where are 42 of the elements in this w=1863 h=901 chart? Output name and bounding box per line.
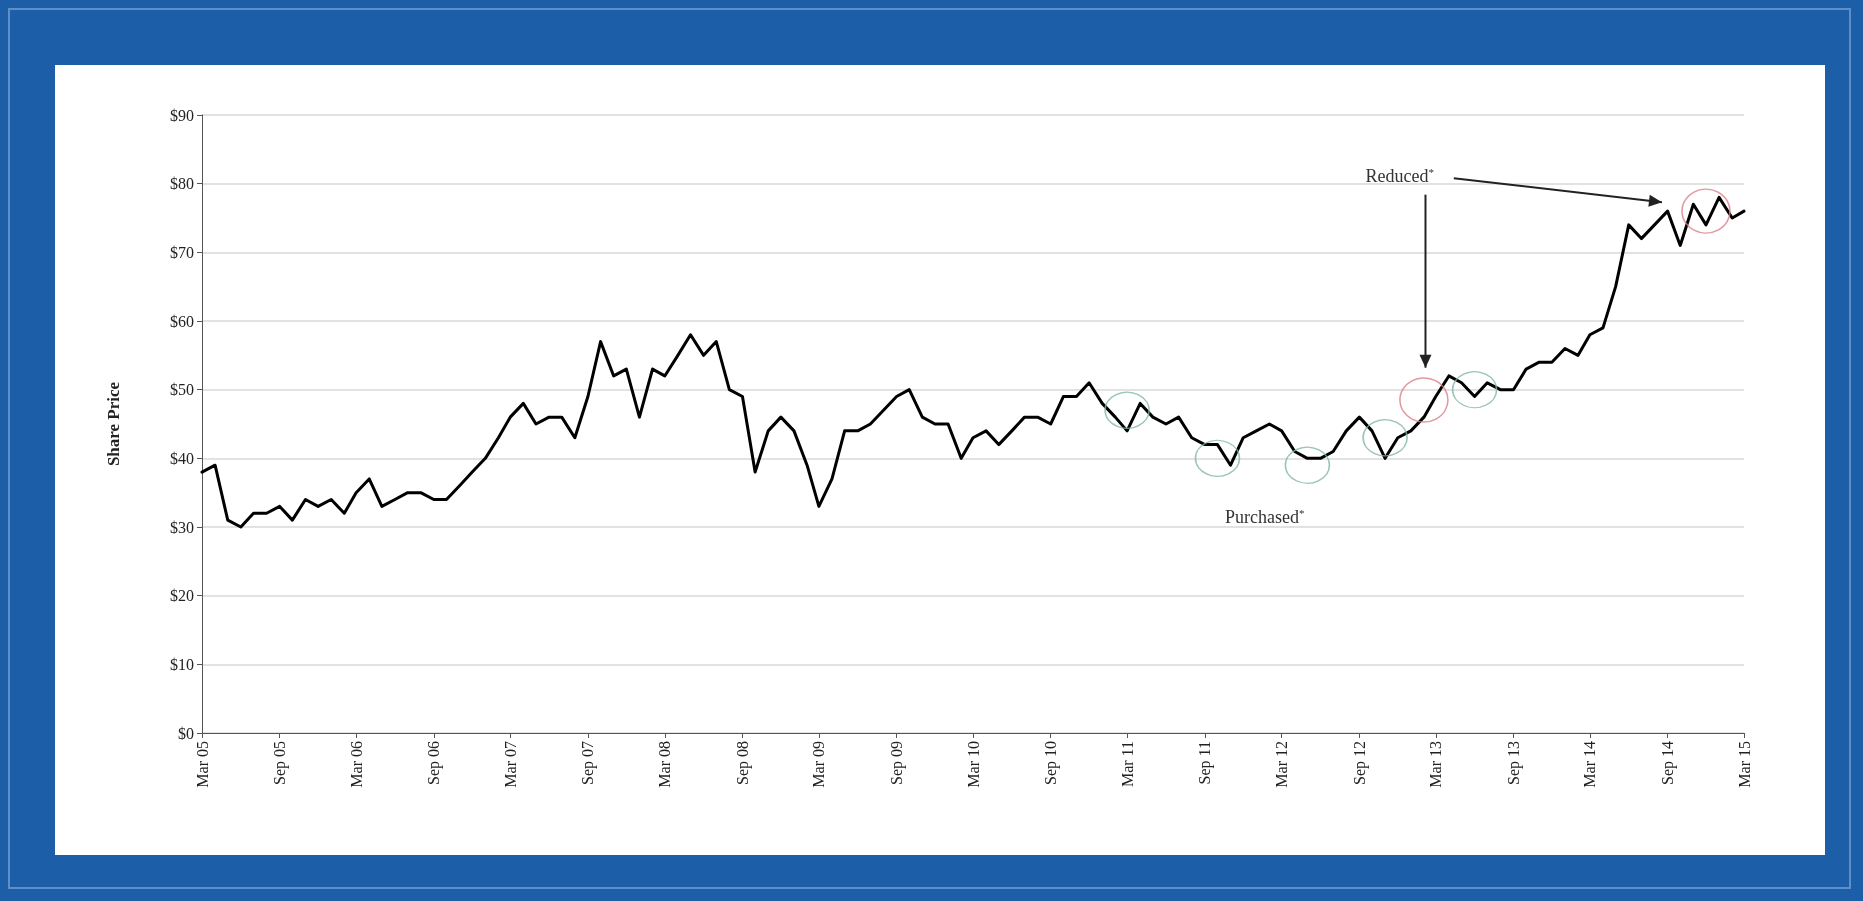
x-tick-label: Sep 06: [425, 741, 444, 785]
x-tick-label: Sep 13: [1504, 741, 1523, 785]
y-tick-label: $80: [170, 175, 194, 193]
x-tick-label: Sep 10: [1042, 741, 1061, 785]
y-tick-label: $30: [170, 518, 194, 536]
x-tick-label: Mar 08: [656, 741, 674, 788]
annotation: Reduced$^{*}$: [1365, 165, 1435, 186]
y-tick-label: $0: [178, 724, 194, 742]
x-tick-label: Mar 06: [347, 741, 365, 788]
annotation: Purchased$^{*}$: [1225, 506, 1305, 527]
x-tick-label: Mar 14: [1581, 741, 1599, 788]
point: [1284, 446, 1331, 484]
x-tick-label: Sep 05: [271, 741, 290, 785]
y-axis-title: Share Price: [104, 381, 123, 467]
y-tick-label: $50: [170, 381, 194, 399]
point: [1362, 418, 1408, 457]
x-tick-label: Mar 11: [1118, 741, 1136, 788]
x-tick-label: Mar 10: [964, 741, 982, 788]
y-tick-label: $40: [170, 449, 194, 467]
y-tick-label: $90: [170, 106, 194, 124]
x-tick-label: Mar 13: [1427, 741, 1445, 788]
y-tick-label: $10: [170, 655, 194, 673]
point: [1399, 377, 1449, 423]
point: [1681, 188, 1731, 234]
x-tick-label: Sep 07: [579, 741, 598, 785]
x-tick-label: Mar 05: [193, 741, 211, 788]
x-tick-label: Sep 12: [1350, 741, 1369, 785]
x-tick-label: Mar 09: [810, 741, 828, 788]
x-tick-label: Sep 08: [733, 741, 752, 785]
x-tick-label: Sep 09: [888, 741, 907, 785]
y-tick-label: $70: [170, 243, 194, 261]
y-tick-label: $20: [170, 587, 194, 605]
point: [1104, 391, 1150, 430]
line-series: [200, 195, 1746, 529]
x-tick-label: Sep 11: [1196, 741, 1215, 785]
x-tick-label: Mar 07: [501, 741, 519, 788]
x-tick-label: Sep 14: [1659, 741, 1678, 785]
x-tick-label: Mar 15: [1735, 741, 1753, 788]
y-tick-label: $60: [170, 312, 194, 330]
point: [1451, 370, 1498, 409]
x-tick-label: Mar 12: [1273, 741, 1291, 788]
point: [1194, 439, 1241, 478]
